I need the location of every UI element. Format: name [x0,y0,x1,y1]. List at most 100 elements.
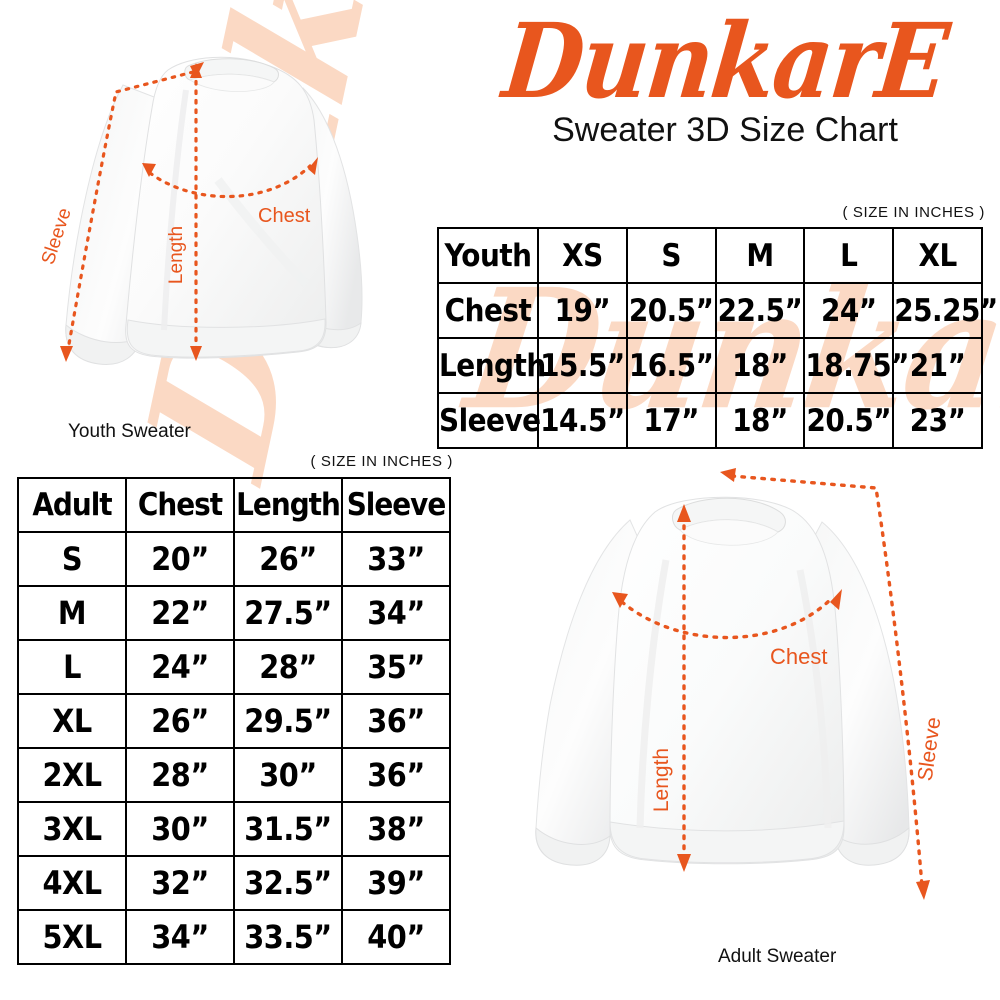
adult-cell-r7-c1: 33.5” [233,909,343,965]
table-row: M 22” 27.5” 34” [17,585,451,641]
youth-chest-arrow-right [308,157,318,175]
adult-left-cuff [535,827,611,866]
youth-chest-guide [148,164,312,199]
youth-column-header-3: M [714,227,806,284]
youth-cell-r2-c2: 18” [714,392,806,449]
page-title: Sweater 3D Size Chart [552,111,898,150]
youth-sweater-illustration: Length Chest Sleeve [38,56,363,365]
adult-cell-r1-c1: 27.5” [233,585,343,641]
adult-cell-r4-c2: 36” [341,747,451,803]
youth-cell-r0-c1: 20.5” [625,282,717,339]
adult-cell-r6-c1: 32.5” [233,855,343,911]
adult-body [609,496,845,865]
adult-cell-r3-c2: 36” [341,693,451,749]
youth-left-cuff [65,324,143,365]
adult-sweater-figure: Length Chest Sleeve [470,450,990,950]
adult-row-header-1: M [17,585,127,641]
adult-cell-r0-c1: 26” [233,531,343,587]
adult-cell-r7-c0: 34” [125,909,235,965]
adult-cell-r2-c1: 28” [233,639,343,695]
youth-fold-shading [161,89,189,331]
youth-sleeve-guide [66,70,195,352]
youth-cell-r2-c0: 14.5” [537,392,628,449]
youth-column-header-1: XS [537,227,628,284]
adult-row-header-4: 2XL [17,747,127,803]
adult-sweater-illustration: Length Chest Sleeve [535,468,946,900]
youth-figure-caption: Youth Sweater [68,421,191,442]
youth-length-arrow-bottom [190,346,202,361]
adult-chest-arrow-left [612,592,628,608]
youth-cell-r0-c2: 22.5” [714,282,806,339]
brand-logo: DunkarE [497,0,953,122]
adult-length-arrow-top [677,504,691,522]
youth-column-header-0: Youth [437,227,539,284]
adult-row-header-7: 5XL [17,909,127,965]
adult-chest-label: Chest [770,644,827,669]
adult-sleeve-arrow-top [720,468,736,482]
youth-cell-r1-c3: 18.75” [803,337,909,394]
adult-cell-r2-c0: 24” [125,639,235,695]
youth-column-header-5: XL [892,227,983,284]
table-row: 2XL 28” 30” 36” [17,747,451,803]
adult-cell-r5-c1: 31.5” [233,801,343,857]
youth-cell-r0-c3: 24” [803,282,895,339]
adult-cell-r1-c2: 34” [341,585,451,641]
youth-cell-r1-c4: 21” [892,337,983,394]
adult-cell-r0-c2: 33” [341,531,451,587]
youth-sweater-figure: Length Chest Sleeve [18,30,418,410]
adult-cell-r5-c2: 38” [341,801,451,857]
adult-column-header-2: Length [233,477,343,533]
table-row: S 20” 26” 33” [17,531,451,587]
adult-cell-r6-c2: 39” [341,855,451,911]
adult-fold-shading [636,559,670,829]
adult-header-row: Adult Chest Length Sleeve [17,477,451,533]
adult-row-header-3: XL [17,693,127,749]
adult-row-header-2: L [17,639,127,695]
table-row: Chest 19” 20.5” 22.5” 24” 25.25” [437,282,998,339]
adult-row-header-5: 3XL [17,801,127,857]
table-row: 4XL 32” 32.5” 39” [17,855,451,911]
youth-length-label: Length [166,226,187,284]
adult-cell-r3-c1: 29.5” [233,693,343,749]
adult-figure-caption: Adult Sweater [718,946,837,967]
youth-cell-r1-c1: 16.5” [625,337,717,394]
youth-fold-shading-2 [214,177,318,296]
adult-size-table: Adult Chest Length Sleeve S 20” 26” 33” M 22” 27.5… [17,477,451,965]
youth-cell-r0-c0: 19” [537,282,628,339]
youth-cell-r2-c3: 20.5” [803,392,895,449]
table-row: L 24” 28” 35” [17,639,451,695]
youth-hem [126,318,326,358]
youth-neck-opening [189,73,275,92]
adult-cell-r5-c0: 30” [125,801,235,857]
adult-right-cuff [834,826,910,866]
youth-column-header-2: S [625,227,717,284]
adult-fold-shading-2 [796,569,832,829]
adult-cell-r7-c2: 40” [341,909,451,965]
adult-length-label: Length [650,748,673,812]
youth-header-row: Youth XS S M L XL [437,227,983,284]
youth-cell-r2-c4: 23” [892,392,983,449]
table-row: Length 15.5” 16.5” 18” 18.75” 21” [437,337,983,394]
adult-cell-r6-c0: 32” [125,855,235,911]
adult-sleeve-label: Sleeve [914,716,946,783]
youth-cell-r0-c4: 25.25” [892,282,998,339]
adult-cell-r2-c2: 35” [341,639,451,695]
youth-sleeve-arrow-bottom [60,346,73,362]
table-row: XL 26” 29.5” 36” [17,693,451,749]
adult-size-unit-caption: ( SIZE IN INCHES ) [310,453,453,470]
adult-cell-r0-c0: 20” [125,531,235,587]
youth-cell-r1-c0: 15.5” [537,337,628,394]
adult-sleeve-arrow-bottom [916,880,930,900]
youth-sleeve-arrow-top [190,62,204,78]
adult-cell-r1-c0: 22” [125,585,235,641]
youth-chest-arrow-left [142,163,156,177]
adult-chest-guide [620,596,834,640]
adult-row-header-0: S [17,531,127,587]
adult-chest-arrow-right [830,589,842,610]
adult-column-header-0: Adult [17,477,127,533]
table-row: 3XL 30” 31.5” 38” [17,801,451,857]
adult-cell-r3-c0: 26” [125,693,235,749]
table-row: Sleeve 14.5” 17” 18” 20.5” 23” [437,392,983,449]
table-row: 5XL 34” 33.5” 40” [17,909,451,965]
youth-size-table: Youth XS S M L XL Chest 19” 20.5” 22.5” 24” 25.25” L… [437,227,998,449]
